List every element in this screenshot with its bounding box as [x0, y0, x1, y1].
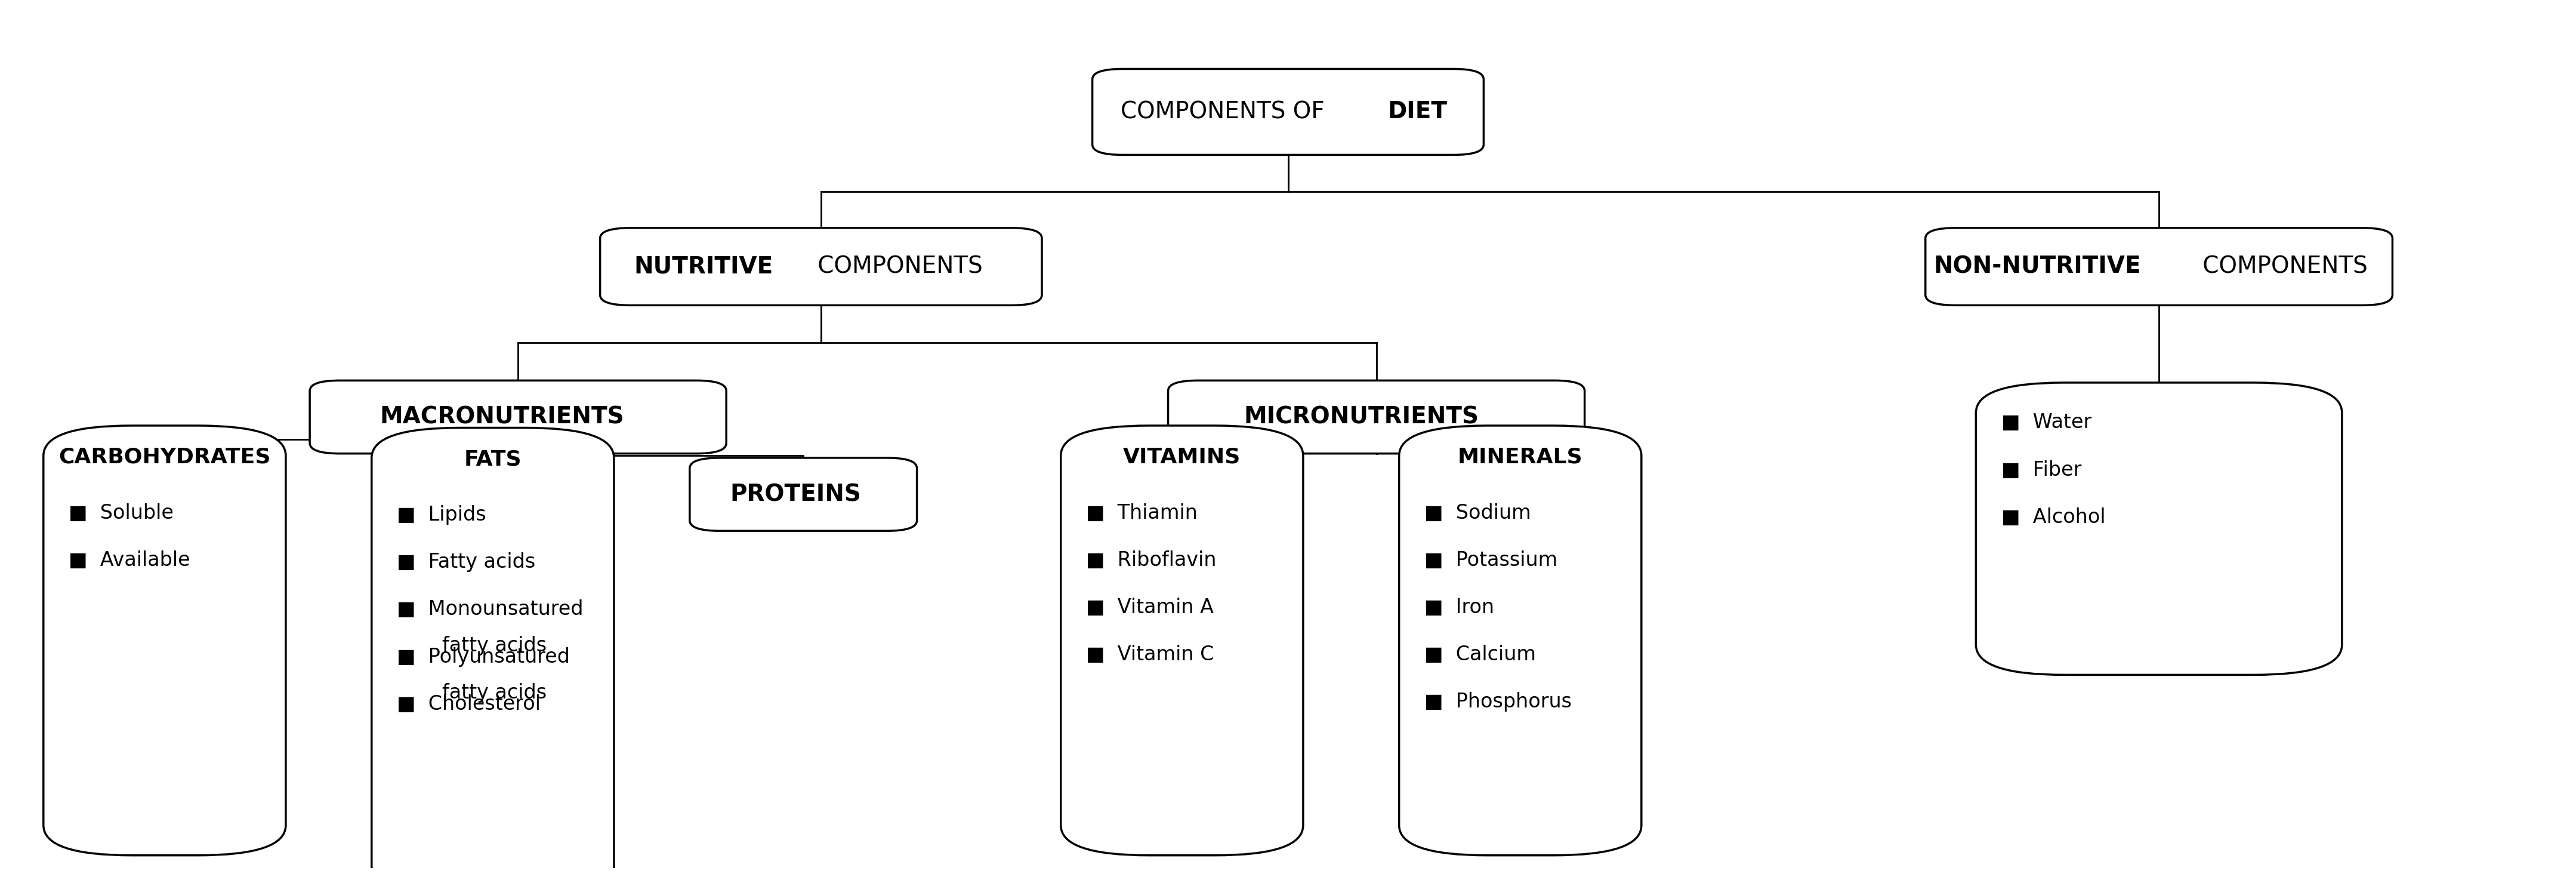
- Text: PROTEINS: PROTEINS: [729, 483, 860, 506]
- Text: fatty acids: fatty acids: [443, 683, 546, 702]
- Text: ■  Water: ■ Water: [2002, 413, 2092, 432]
- FancyBboxPatch shape: [309, 381, 726, 453]
- Text: NUTRITIVE: NUTRITIVE: [634, 255, 773, 278]
- FancyBboxPatch shape: [690, 458, 917, 531]
- Text: ■  Alcohol: ■ Alcohol: [2002, 507, 2105, 527]
- Text: ■  Sodium: ■ Sodium: [1425, 503, 1530, 523]
- Text: ■  Fiber: ■ Fiber: [2002, 460, 2081, 480]
- FancyBboxPatch shape: [1092, 69, 1484, 155]
- Text: ■  Thiamin: ■ Thiamin: [1087, 503, 1198, 523]
- Text: ■  Cholesterol: ■ Cholesterol: [397, 695, 541, 714]
- Text: DIET: DIET: [1388, 101, 1448, 124]
- Text: CARBOHYDRATES: CARBOHYDRATES: [59, 447, 270, 467]
- Text: MINERALS: MINERALS: [1458, 447, 1582, 467]
- FancyBboxPatch shape: [600, 228, 1041, 305]
- FancyBboxPatch shape: [1061, 425, 1303, 855]
- Text: ■  Calcium: ■ Calcium: [1425, 645, 1535, 665]
- Text: fatty acids: fatty acids: [443, 636, 546, 655]
- Text: MACRONUTRIENTS: MACRONUTRIENTS: [379, 406, 623, 428]
- FancyBboxPatch shape: [371, 428, 613, 877]
- Text: ■  Lipids: ■ Lipids: [397, 505, 487, 524]
- Text: COMPONENTS OF: COMPONENTS OF: [1121, 101, 1332, 124]
- Text: COMPONENTS: COMPONENTS: [809, 255, 981, 278]
- FancyBboxPatch shape: [1924, 228, 2393, 305]
- Text: COMPONENTS: COMPONENTS: [2195, 255, 2367, 278]
- FancyBboxPatch shape: [1976, 382, 2342, 675]
- Text: ■  Fatty acids: ■ Fatty acids: [397, 553, 536, 572]
- Text: VITAMINS: VITAMINS: [1123, 447, 1242, 467]
- Text: ■  Riboflavin: ■ Riboflavin: [1087, 550, 1216, 570]
- FancyBboxPatch shape: [1399, 425, 1641, 855]
- Text: MICRONUTRIENTS: MICRONUTRIENTS: [1244, 406, 1479, 428]
- Text: ■  Monounsatured: ■ Monounsatured: [397, 600, 582, 619]
- Text: FATS: FATS: [464, 449, 520, 469]
- Text: ■  Potassium: ■ Potassium: [1425, 550, 1558, 570]
- Text: ■  Phosphorus: ■ Phosphorus: [1425, 692, 1571, 712]
- Text: ■  Iron: ■ Iron: [1425, 597, 1494, 617]
- Text: ■  Soluble: ■ Soluble: [70, 503, 173, 523]
- Text: ■  Vitamin C: ■ Vitamin C: [1087, 645, 1213, 665]
- Text: ■  Vitamin A: ■ Vitamin A: [1087, 597, 1213, 617]
- Text: NON-NUTRITIVE: NON-NUTRITIVE: [1932, 255, 2141, 278]
- Text: ■  Polyunsatured: ■ Polyunsatured: [397, 647, 569, 667]
- FancyBboxPatch shape: [44, 425, 286, 855]
- FancyBboxPatch shape: [1167, 381, 1584, 453]
- Text: ■  Available: ■ Available: [70, 550, 191, 570]
